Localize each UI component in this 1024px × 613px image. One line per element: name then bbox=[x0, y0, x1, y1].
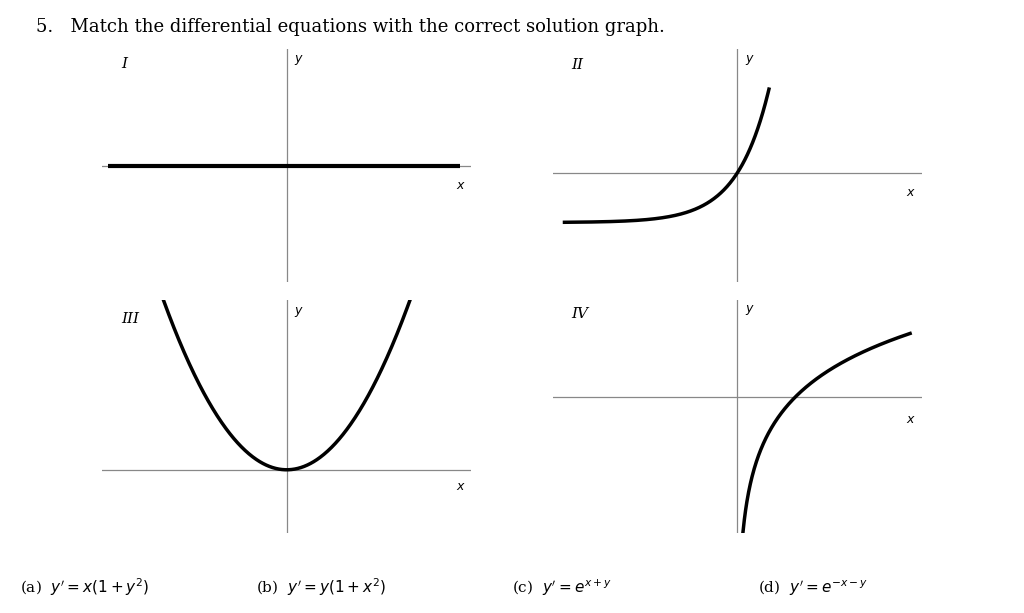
Text: $y$: $y$ bbox=[744, 53, 755, 67]
Text: $y$: $y$ bbox=[294, 53, 304, 67]
Text: (a)  $y' = x(1 + y^2)$: (a) $y' = x(1 + y^2)$ bbox=[20, 576, 150, 598]
Text: I: I bbox=[121, 57, 127, 71]
Text: $x$: $x$ bbox=[456, 479, 466, 492]
Text: III: III bbox=[121, 312, 139, 326]
Text: $x$: $x$ bbox=[906, 413, 916, 426]
Text: $x$: $x$ bbox=[906, 186, 916, 199]
Text: $y$: $y$ bbox=[294, 305, 304, 319]
Text: 5.   Match the differential equations with the correct solution graph.: 5. Match the differential equations with… bbox=[36, 18, 665, 36]
Text: IV: IV bbox=[571, 307, 589, 321]
Text: II: II bbox=[571, 58, 584, 72]
Text: (d)  $y' = e^{-x-y}$: (d) $y' = e^{-x-y}$ bbox=[758, 578, 868, 598]
Text: $x$: $x$ bbox=[456, 180, 466, 192]
Text: (b)  $y' = y(1 + x^2)$: (b) $y' = y(1 + x^2)$ bbox=[256, 576, 386, 598]
Text: (c)  $y' = e^{x+y}$: (c) $y' = e^{x+y}$ bbox=[512, 577, 612, 598]
Text: $y$: $y$ bbox=[744, 303, 755, 318]
